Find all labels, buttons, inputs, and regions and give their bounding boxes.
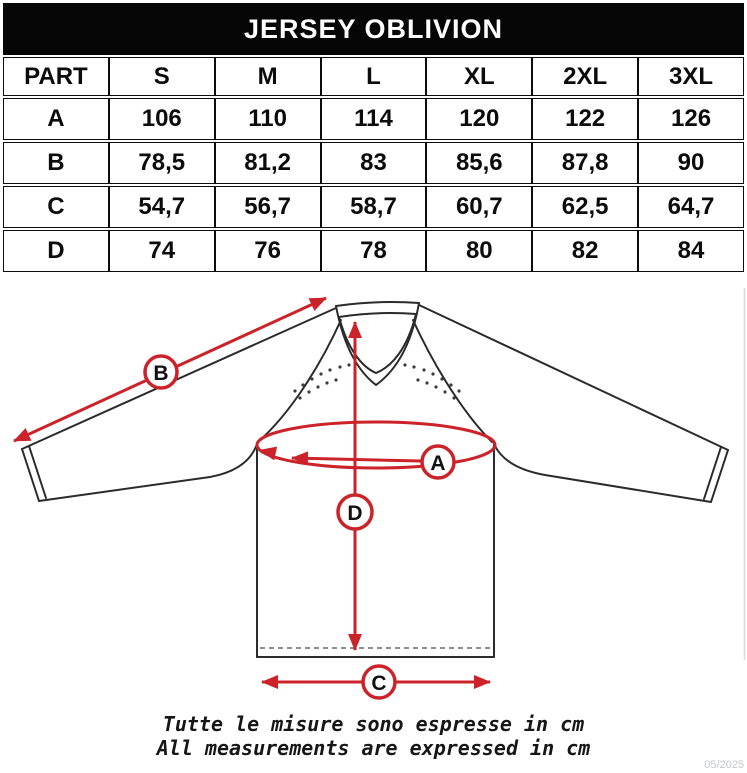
column-header-size: S [108,57,215,96]
column-header-part: PART [3,57,109,96]
label-d: D [347,502,362,525]
value-cell: 78,5 [108,142,215,184]
size-chart-table: JERSEY OBLIVION PART S M L XL 2XL 3XL A … [3,1,744,274]
value-cell: 58,7 [320,186,427,228]
value-cell: 122 [532,98,639,140]
measurement-notes: Tutte le misure sono espresse in cm All … [0,712,747,760]
version-tag: 05/2025 [704,759,744,771]
label-d-badge: D [336,493,374,531]
value-cell: 120 [426,98,533,140]
value-cell: 81,2 [214,142,321,184]
chest-ellipse-arrowhead [259,446,278,461]
value-cell: 110 [214,98,321,140]
value-cell: 85,6 [426,142,533,184]
value-cell: 74 [108,230,215,272]
column-header-size: 3XL [638,57,744,96]
label-b: B [153,362,168,385]
value-cell: 60,7 [426,186,533,228]
value-cell: 114 [320,98,427,140]
label-c: C [371,672,386,695]
value-cell: 90 [638,142,744,184]
part-label: D [3,230,109,272]
column-header-size: XL [426,57,533,96]
label-a-badge: A [420,444,456,480]
value-cell: 82 [532,230,639,272]
column-header-size: L [320,57,427,96]
value-cell: 54,7 [108,186,215,228]
value-cell: 56,7 [214,186,321,228]
value-cell: 83 [320,142,427,184]
value-cell: 126 [638,98,744,140]
label-c-badge: C [361,664,397,700]
part-label: C [3,186,109,228]
chest-ellipse-a [255,420,497,470]
label-a: A [430,452,445,475]
jersey-outline [21,301,729,658]
part-label: B [3,142,109,184]
table-row: D 74 76 78 80 82 84 [3,230,744,272]
note-italian: Tutte le misure sono espresse in cm [162,712,585,736]
arrow-a [291,451,422,466]
value-cell: 87,8 [532,142,639,184]
label-b-badge: B [143,354,179,390]
value-cell: 76 [214,230,321,272]
column-header-size: M [214,57,321,96]
table-row: C 54,7 56,7 58,7 60,7 62,5 64,7 [3,186,744,228]
table-row: A 106 110 114 120 122 126 [3,98,744,140]
value-cell: 84 [638,230,744,272]
value-cell: 64,7 [638,186,744,228]
value-cell: 78 [320,230,427,272]
value-cell: 62,5 [532,186,639,228]
column-header-size: 2XL [532,57,639,96]
page-title: JERSEY OBLIVION [3,3,744,55]
perforation-dots [293,363,461,400]
part-label: A [3,98,109,140]
note-english: All measurements are expressed in cm [156,736,591,760]
value-cell: 106 [108,98,215,140]
table-row: B 78,5 81,2 83 85,6 87,8 90 [3,142,744,184]
value-cell: 80 [426,230,533,272]
